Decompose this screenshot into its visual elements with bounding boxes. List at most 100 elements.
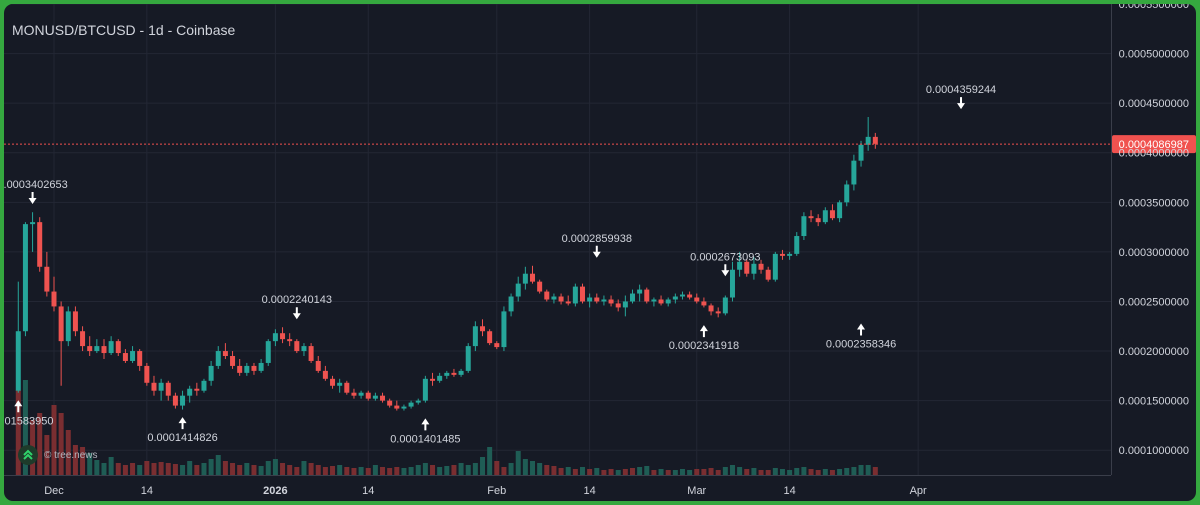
volume-bar bbox=[101, 463, 107, 475]
candle-body bbox=[537, 281, 543, 292]
volume-bar bbox=[579, 467, 585, 475]
volume-bar bbox=[808, 469, 814, 475]
candle-body bbox=[565, 301, 571, 304]
volume-bar bbox=[301, 461, 307, 475]
volume-bar bbox=[651, 470, 657, 475]
annotation-arrow-down-icon bbox=[957, 97, 966, 110]
candle-body bbox=[372, 395, 378, 399]
y-tick-label: 0.0001500000 bbox=[1119, 396, 1189, 408]
volume-bar bbox=[837, 469, 843, 475]
volume-bar bbox=[708, 468, 714, 475]
volume-bar bbox=[51, 405, 57, 475]
candle-body bbox=[615, 303, 621, 308]
volume-bar bbox=[629, 468, 635, 475]
volume-bar bbox=[258, 466, 264, 475]
candle-body bbox=[137, 351, 143, 366]
volume-bar bbox=[472, 463, 478, 475]
candle-body bbox=[808, 216, 814, 219]
volume-bar bbox=[679, 469, 685, 475]
volume-bar bbox=[294, 467, 300, 475]
candle-body bbox=[665, 299, 671, 304]
volume-bar bbox=[287, 465, 293, 475]
candle-body bbox=[729, 269, 735, 298]
chart-panel: 0.0003402653 0.0001583950 0.0001414826 0.00… bbox=[4, 4, 1196, 501]
volume-bar bbox=[208, 459, 214, 475]
candle-body bbox=[394, 405, 400, 409]
volume-bar bbox=[687, 470, 693, 475]
volume-bar bbox=[544, 465, 550, 475]
volume-bar bbox=[444, 466, 450, 475]
candle-body bbox=[44, 266, 50, 292]
candle-body bbox=[258, 362, 264, 371]
volume-bar bbox=[122, 465, 128, 475]
x-tick-label: 2026 bbox=[263, 485, 287, 497]
y-tick-label: 0.0003000000 bbox=[1119, 247, 1189, 259]
volume-bar bbox=[558, 468, 564, 475]
y-tick-label: 0.0002500000 bbox=[1119, 296, 1189, 308]
volume-bar bbox=[358, 467, 364, 475]
volume-bar bbox=[722, 467, 728, 475]
candle-body bbox=[365, 392, 371, 399]
current-price-label: 0.0004086987 bbox=[1119, 139, 1189, 151]
candle-body bbox=[722, 297, 728, 314]
candle-body bbox=[315, 360, 321, 371]
candle-body bbox=[465, 346, 471, 371]
candle-body bbox=[865, 136, 871, 145]
volume-bar bbox=[572, 469, 578, 475]
candle-body bbox=[651, 299, 657, 302]
volume-bar bbox=[865, 465, 871, 475]
annotation-arrow-down-icon bbox=[292, 307, 301, 320]
volume-bar bbox=[415, 465, 421, 475]
candle-body bbox=[530, 273, 536, 282]
candle-body bbox=[337, 382, 343, 386]
candle-body bbox=[815, 218, 821, 223]
volume-bar bbox=[308, 463, 314, 475]
annotation-label: 0.0001401485 bbox=[390, 433, 460, 445]
annotation-arrow-down-icon bbox=[721, 264, 730, 277]
volume-bar bbox=[737, 467, 743, 475]
y-tick-label: 0.0002000000 bbox=[1119, 346, 1189, 358]
y-tick-label: 0.0005500000 bbox=[1119, 4, 1189, 11]
volume-bar bbox=[222, 461, 228, 475]
candle-body bbox=[472, 326, 478, 347]
candle-body bbox=[622, 301, 628, 308]
candle-body bbox=[458, 370, 464, 375]
tree-news-logo-icon bbox=[18, 445, 38, 465]
volume-bar bbox=[501, 467, 507, 475]
volume-bar bbox=[494, 461, 500, 475]
volume-bar bbox=[565, 467, 571, 475]
x-tick-label: 14 bbox=[141, 485, 153, 497]
volume-bar bbox=[137, 465, 143, 475]
candle-body bbox=[265, 341, 271, 363]
candle-body bbox=[94, 346, 100, 352]
candle-body bbox=[672, 296, 678, 300]
volume-bar bbox=[351, 468, 357, 475]
volume-bar bbox=[244, 463, 250, 475]
y-tick-label: 0.0001000000 bbox=[1119, 445, 1189, 457]
candle-body bbox=[344, 382, 350, 393]
candle-body bbox=[737, 261, 743, 270]
candle-body bbox=[308, 346, 314, 361]
candle-body bbox=[58, 306, 64, 342]
volume-bar bbox=[65, 430, 71, 475]
volume-bar bbox=[280, 463, 286, 475]
volume-bar bbox=[251, 465, 257, 475]
annotation-arrow-up-icon bbox=[14, 400, 23, 413]
volume-bar bbox=[215, 455, 221, 475]
watermark: © tree.news bbox=[18, 445, 98, 465]
volume-bar bbox=[551, 466, 557, 475]
volume-bar bbox=[530, 461, 536, 475]
candle-body bbox=[515, 283, 521, 297]
chart-title: MONUSD/BTCUSD - 1d - Coinbase bbox=[12, 22, 236, 38]
annotation-arrow-down-icon bbox=[592, 245, 601, 258]
candle-body bbox=[522, 273, 528, 284]
volume-bar bbox=[615, 470, 621, 475]
price-chart[interactable]: 0.0003402653 0.0001583950 0.0001414826 0.00… bbox=[4, 4, 1196, 501]
volume-bar bbox=[665, 470, 671, 475]
annotation-label: 0.0002341918 bbox=[669, 340, 739, 352]
volume-bar bbox=[537, 463, 543, 475]
candle-body bbox=[65, 311, 71, 342]
candle-body bbox=[544, 291, 550, 300]
annotation-label: 0.0001414826 bbox=[147, 432, 217, 444]
candle-body bbox=[272, 333, 278, 342]
